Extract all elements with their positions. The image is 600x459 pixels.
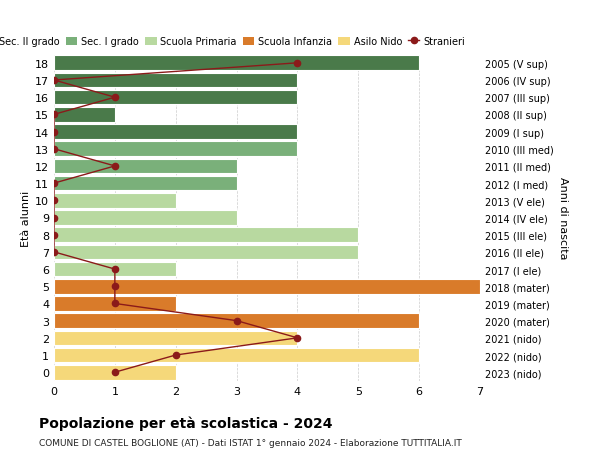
Bar: [54, 348, 419, 363]
Text: COMUNE DI CASTEL BOGLIONE (AT) - Dati ISTAT 1° gennaio 2024 - Elaborazione TUTTI: COMUNE DI CASTEL BOGLIONE (AT) - Dati IS…: [39, 438, 462, 448]
Bar: [54, 313, 419, 328]
Bar: [54, 262, 176, 277]
Bar: [54, 331, 298, 345]
Bar: [54, 176, 236, 191]
Bar: [54, 108, 115, 123]
Bar: [54, 297, 176, 311]
Bar: [54, 91, 298, 105]
Legend: Sec. II grado, Sec. I grado, Scuola Primaria, Scuola Infanzia, Asilo Nido, Stran: Sec. II grado, Sec. I grado, Scuola Prim…: [0, 37, 465, 47]
Bar: [54, 159, 236, 174]
Text: Popolazione per età scolastica - 2024: Popolazione per età scolastica - 2024: [39, 415, 332, 430]
Bar: [54, 142, 298, 157]
Bar: [54, 245, 358, 260]
Y-axis label: Anni di nascita: Anni di nascita: [557, 177, 568, 259]
Bar: [54, 365, 176, 380]
Bar: [54, 194, 176, 208]
Bar: [54, 280, 480, 294]
Bar: [54, 73, 298, 88]
Bar: [54, 125, 298, 140]
Bar: [54, 56, 419, 71]
Bar: [54, 228, 358, 242]
Bar: [54, 211, 236, 225]
Y-axis label: Età alunni: Età alunni: [21, 190, 31, 246]
